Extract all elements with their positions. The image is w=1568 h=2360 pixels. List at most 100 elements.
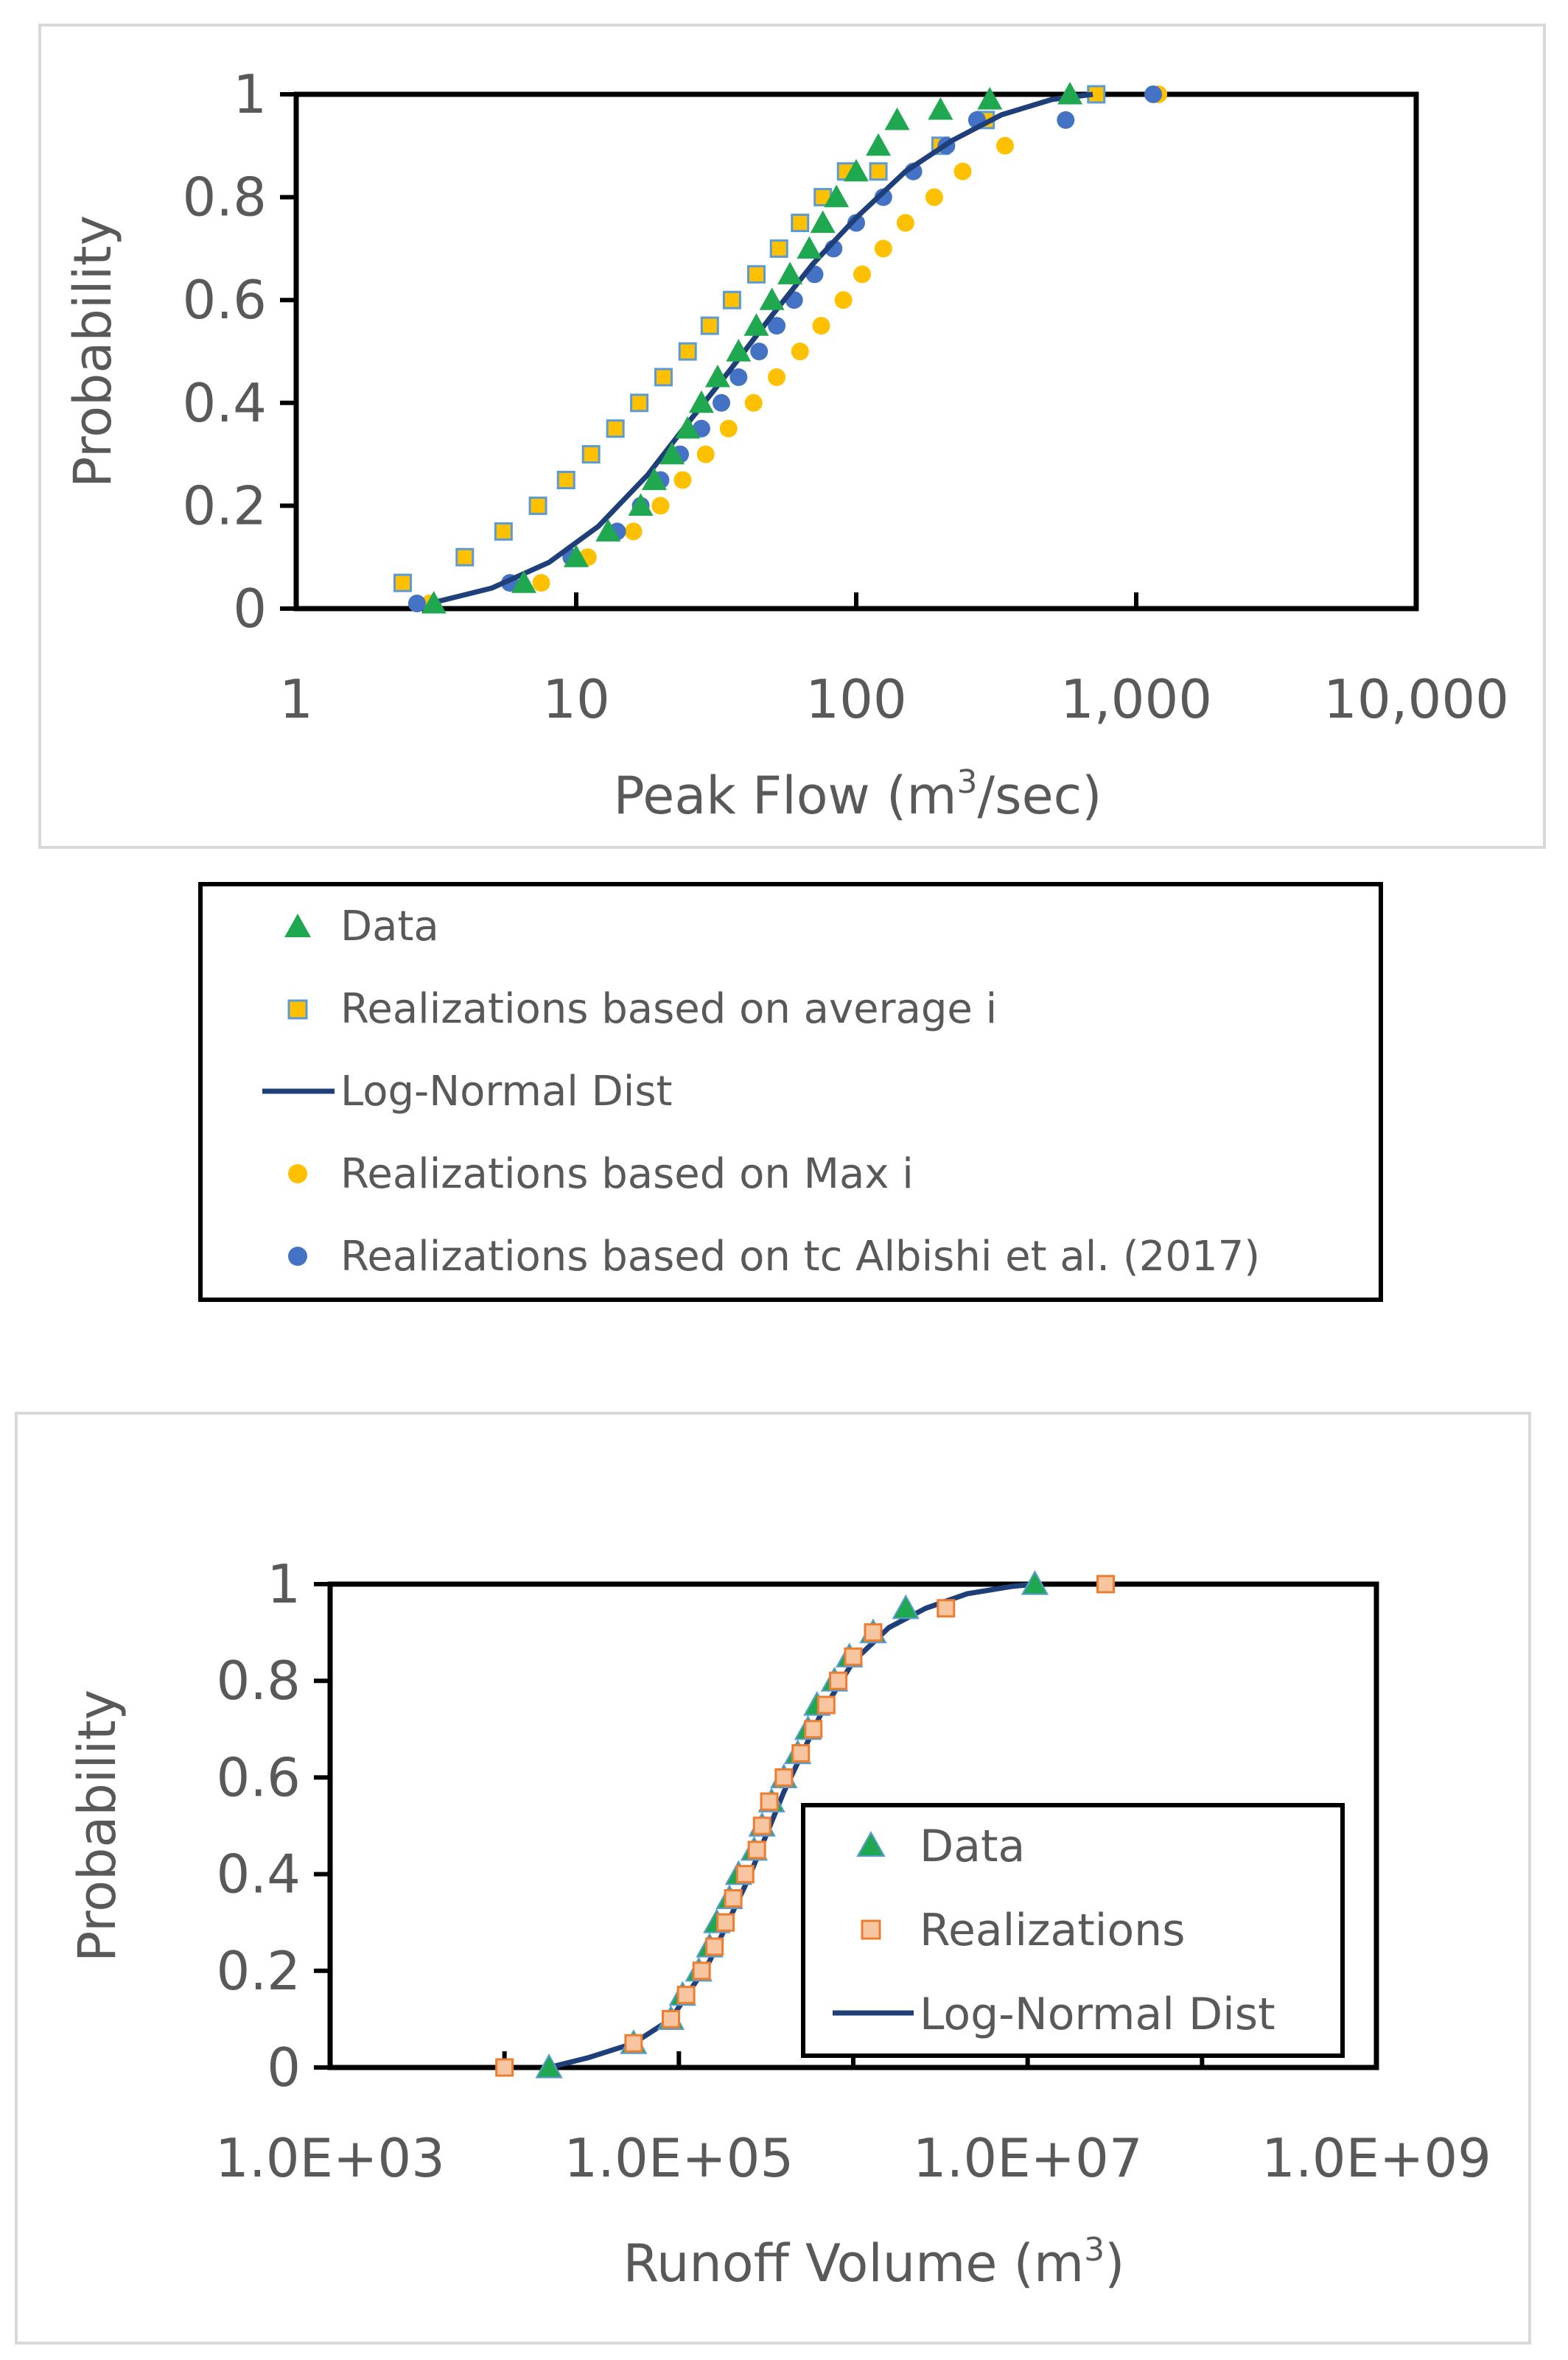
- legend1-average-marker: [287, 999, 308, 1020]
- c1-data-point-16: [824, 184, 850, 208]
- c1-average-point-0: [393, 573, 412, 592]
- c1-data-point-11: [743, 313, 769, 336]
- c2-ytick-label-2: 0.4: [216, 1843, 301, 1905]
- c1-max-point-14: [874, 239, 892, 258]
- c2-realizations-point-0: [495, 2058, 514, 2077]
- c1-data-point-21: [977, 86, 1003, 110]
- c1-xtick-label-3: 1,000: [1060, 668, 1212, 730]
- chart1-legend-box: [198, 882, 1383, 1302]
- chart-peak-flow: 0 0.2 0.4 0.6 0.8 1 1 10 100 1,000 10,000 Probabi…: [63, 63, 1509, 826]
- c1-average-point-11: [722, 290, 741, 309]
- c1-data-point-12: [759, 287, 785, 310]
- c1-ytick-label-3: 0.6: [182, 269, 267, 331]
- c1-average-point-10: [700, 316, 719, 335]
- c1-tc-point-15: [847, 214, 865, 232]
- legend1-tc-marker: [288, 1247, 307, 1266]
- c2-ytick-label-0: 0: [267, 2037, 301, 2098]
- c1-average-point-3: [528, 496, 547, 515]
- c1-data-point-14: [797, 236, 822, 259]
- c1-average-point-9: [678, 342, 697, 361]
- c2-realizations-point-4: [692, 1961, 711, 1981]
- c1-ytick-label-4: 0.8: [182, 167, 267, 228]
- legend1-max-marker: [288, 1164, 307, 1183]
- c1-max-point-15: [896, 214, 914, 232]
- chart2-x-axis-label: Runoff Volume (m3): [623, 2231, 1125, 2294]
- c2-realizations-point-9: [747, 1841, 766, 1860]
- c1-average-point-7: [630, 393, 649, 413]
- c2-realizations-point-2: [662, 2009, 681, 2028]
- c1-average-point-4: [556, 471, 575, 489]
- legend1-lognormal-label: Log-Normal Dist: [340, 1068, 672, 1116]
- c1-ytick-label-1: 0.2: [182, 475, 267, 536]
- c1-average-point-17: [869, 162, 888, 181]
- c1-ytick-label-2: 0.4: [182, 372, 267, 434]
- c2-ytick-label-4: 0.8: [216, 1650, 301, 1712]
- c1-data-point-3: [595, 519, 621, 542]
- c1-data-point-15: [810, 210, 836, 234]
- c2-realizations-point-11: [760, 1792, 779, 1811]
- c1-max-point-9: [768, 368, 786, 386]
- c1-data-point-5: [641, 467, 667, 491]
- c1-max-point-1: [532, 574, 550, 592]
- c1-tc-point-10: [750, 343, 769, 360]
- c1-data-point-13: [777, 262, 803, 284]
- c1-max-point-5: [673, 471, 692, 489]
- c1-average-point-1: [455, 547, 475, 567]
- chart2-x-axis: 1.0E+03 1.0E+05 1.0E+07 1.0E+09: [215, 2051, 1491, 2189]
- chart1-frame: [38, 24, 1546, 849]
- c1-data-point-18: [866, 133, 892, 156]
- c1-average-point-6: [606, 419, 625, 438]
- c2-ytick-label-1: 0.2: [216, 1940, 301, 2002]
- chart2-y-axis: 0 0.2 0.4 0.6 0.8 1: [216, 1553, 330, 2098]
- c1-ytick-label-0: 0: [233, 578, 267, 640]
- c2-data-point-0: [535, 2053, 563, 2079]
- c1-average-point-14: [791, 214, 810, 232]
- c2-realizations-point-12: [774, 1768, 794, 1787]
- c1-data-point-0: [421, 591, 447, 614]
- c1-average-point-12: [747, 265, 766, 284]
- legend1-data-marker: [284, 914, 311, 937]
- c2-xtick-label-3: 1.0E+09: [1261, 2127, 1491, 2189]
- c1-tc-point-21: [1144, 85, 1163, 103]
- c2-xtick-label-0: 1.0E+03: [215, 2127, 445, 2189]
- c1-data-point-9: [704, 364, 730, 388]
- c1-max-point-11: [812, 317, 830, 335]
- c1-tc-point-20: [1057, 111, 1075, 129]
- chart2-series: [495, 1569, 1115, 2079]
- legend2-data-label: Data: [920, 1821, 1025, 1872]
- c2-realizations-point-14: [804, 1720, 823, 1739]
- c2-realizations-point-6: [716, 1913, 735, 1932]
- c1-data-point-8: [688, 390, 714, 413]
- c1-data-point-2: [564, 545, 589, 567]
- c2-xtick-label-1: 1.0E+05: [564, 2127, 794, 2189]
- c1-max-point-10: [791, 343, 809, 360]
- c2-realizations-point-20: [1096, 1575, 1115, 1594]
- legend1-tc-label: Realizations based on tc Albishi et al. …: [340, 1233, 1260, 1281]
- c1-data-point-20: [928, 97, 953, 120]
- legend1-average-label: Realizations based on average i: [340, 985, 997, 1033]
- chart1-series: [393, 82, 1168, 614]
- c2-realizations-point-18: [864, 1623, 883, 1642]
- c1-tc-point-8: [713, 393, 731, 412]
- c1-data-point-7: [675, 416, 701, 439]
- legend1-max-label: Realizations based on Max i: [340, 1150, 914, 1198]
- c2-realizations-point-8: [735, 1865, 755, 1884]
- c2-realizations-point-5: [705, 1937, 724, 1956]
- c1-max-point-18: [995, 136, 1014, 155]
- c1-max-point-6: [696, 445, 715, 463]
- c1-xtick-label-0: 1: [279, 668, 313, 730]
- c2-data-point-20: [1021, 1569, 1049, 1595]
- c2-realizations-point-10: [752, 1816, 771, 1835]
- c2-realizations-point-16: [829, 1671, 848, 1690]
- c2-realizations-point-3: [676, 1986, 696, 2005]
- c1-data-point-6: [659, 441, 685, 465]
- legend2-realizations-label: Realizations: [920, 1905, 1185, 1956]
- c2-ytick-label-3: 0.6: [216, 1746, 301, 1808]
- c1-max-point-13: [853, 265, 872, 284]
- c1-tc-point-0: [407, 595, 426, 613]
- chart2-legend: Data Realizations Log-Normal Dist: [801, 1803, 1345, 2058]
- c1-average-point-2: [494, 522, 513, 541]
- c2-realizations-point-1: [624, 2034, 643, 2053]
- c1-tc-point-11: [768, 317, 786, 335]
- legend1-data-label: Data: [340, 903, 439, 950]
